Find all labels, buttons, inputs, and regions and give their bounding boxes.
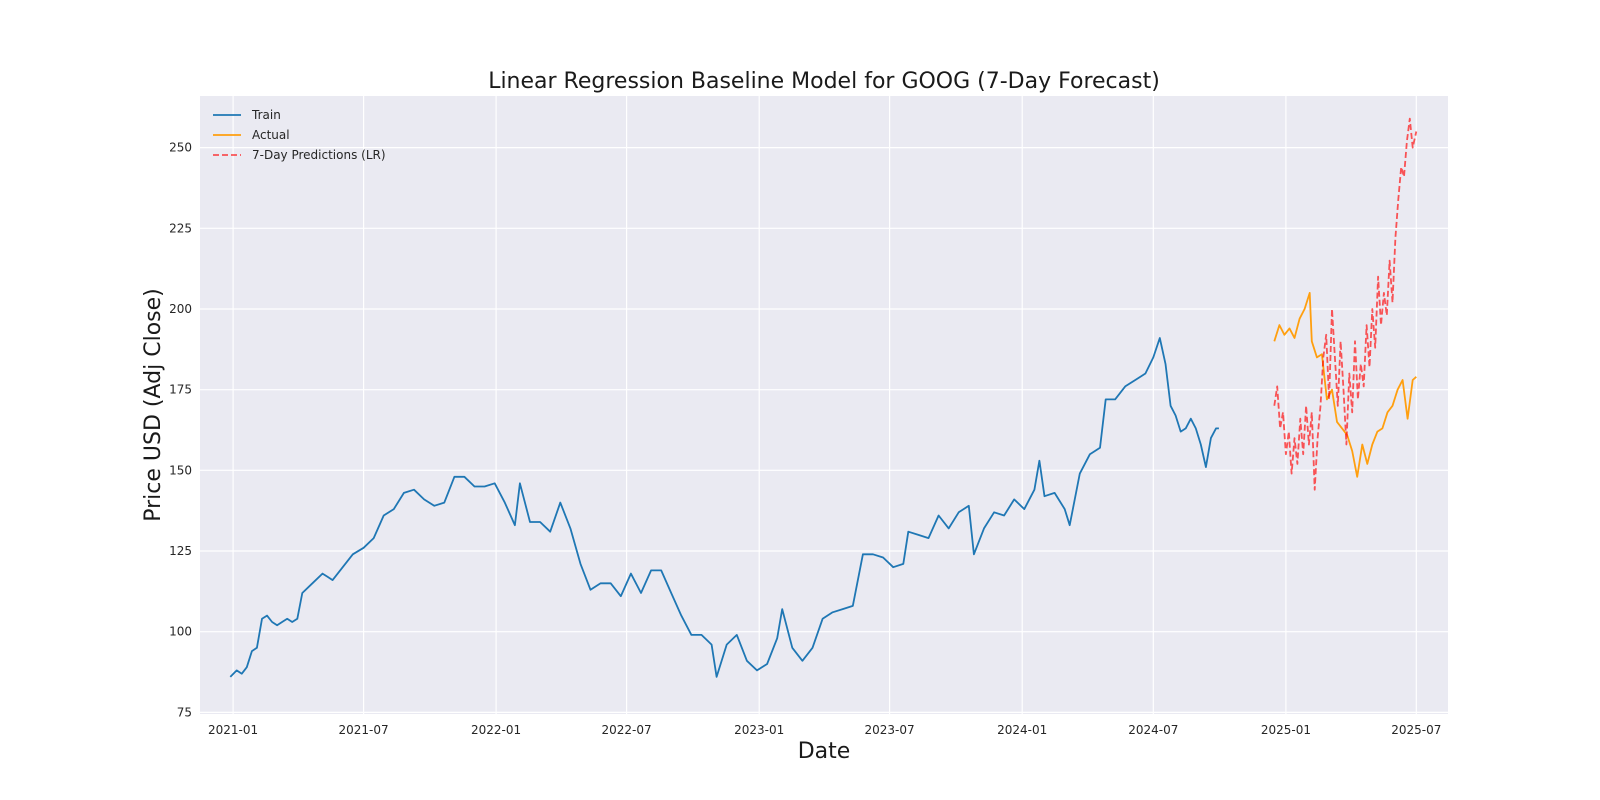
legend-label: Actual [252,128,290,142]
x-tick-label: 2023-01 [734,723,784,737]
series-line-3 [1273,117,1418,491]
series-line-2 [1273,292,1417,478]
legend-label: 7-Day Predictions (LR) [252,148,386,162]
series-line-1 [229,337,1219,678]
plot-background [200,96,1448,714]
chart-title: Linear Regression Baseline Model for GOO… [488,69,1160,94]
y-tick-label: 75 [177,705,192,719]
x-tick-label: 2025-01 [1261,723,1311,737]
x-tick-label: 2023-07 [865,723,915,737]
x-tick-label: 2024-01 [997,723,1047,737]
y-tick-label: 150 [169,463,192,477]
x-axis-ticks: 2021-01 2021-07 2022-01 2022-07 2023-01 2023-… [208,723,1441,737]
y-tick-label: 100 [169,625,192,639]
legend: Train Actual 7-Day Predictions (LR) [213,108,386,162]
y-axis-ticks: 75 100 125 150 175 200 225 250 [169,141,192,720]
y-tick-label: 200 [169,302,192,316]
x-tick-label: 2022-01 [471,723,521,737]
x-axis-label: Date [798,739,851,764]
y-tick-label: 175 [169,383,192,397]
y-tick-label: 125 [169,544,192,558]
x-tick-label: 2021-07 [339,723,389,737]
x-tick-label: 2025-07 [1391,723,1441,737]
x-tick-label: 2024-07 [1128,723,1178,737]
y-tick-label: 250 [169,141,192,155]
y-axis-label: Price USD (Adj Close) [141,288,166,522]
x-tick-label: 2022-07 [602,723,652,737]
gridlines [200,96,1448,714]
legend-label: Train [251,108,281,122]
x-tick-label: 2021-01 [208,723,258,737]
y-tick-label: 225 [169,221,192,235]
series-layer [229,117,1418,678]
